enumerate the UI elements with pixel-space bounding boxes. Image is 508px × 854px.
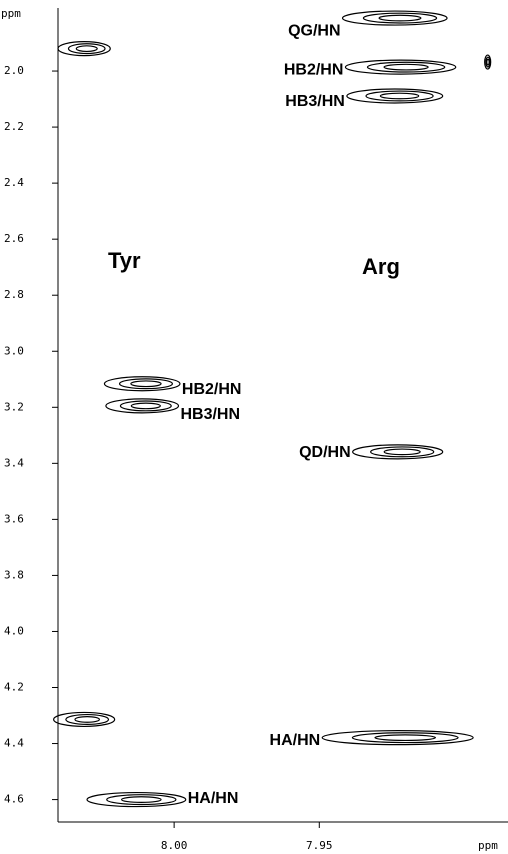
inner-contour [74, 716, 100, 723]
inner-contour [378, 14, 422, 22]
inner-contour [75, 45, 98, 53]
peak-contour [321, 730, 474, 746]
inner-contour [67, 43, 106, 55]
inner-contour [120, 796, 162, 803]
peak-label: HA/HN [270, 732, 321, 749]
peak-label: HB3/HN [285, 93, 345, 110]
y-tick-label: 2.8 [4, 288, 24, 301]
peak-contour [352, 444, 444, 460]
y-tick-label: 3.0 [4, 344, 24, 357]
y-tick-label: 4.0 [4, 624, 24, 637]
peak-label: HA/HN [188, 790, 239, 807]
inner-contour [119, 400, 172, 412]
peak-contour [341, 10, 448, 26]
inner-contour [383, 448, 421, 456]
inner-contour [379, 92, 420, 100]
inner-contour [486, 58, 490, 66]
inner-contour [383, 63, 429, 71]
peak-contour [53, 711, 116, 728]
y-tick-label: 2.0 [4, 64, 24, 77]
peak-contour [57, 41, 111, 57]
inner-contour [106, 794, 177, 806]
y-tick-label: 2.4 [4, 176, 24, 189]
peak-contour [103, 376, 181, 392]
residue-label: Tyr [108, 248, 141, 273]
peak-label: QG/HN [288, 22, 340, 39]
residue-label: Arg [362, 254, 400, 279]
peak-label: HB2/HN [182, 381, 242, 398]
inner-contour [362, 12, 438, 24]
inner-contour [118, 378, 173, 390]
inner-contour [366, 61, 446, 73]
inner-contour [365, 90, 434, 102]
y-axis-label: ppm [1, 7, 21, 20]
peak-contour [346, 88, 444, 104]
y-tick-label: 3.6 [4, 512, 24, 525]
y-tick-label: 2.6 [4, 232, 24, 245]
inner-contour [485, 56, 491, 68]
inner-contour [370, 446, 435, 458]
y-tick-label: 2.2 [4, 120, 24, 133]
inner-contour [374, 734, 437, 742]
y-tick-label: 3.8 [4, 568, 24, 581]
inner-contour [130, 380, 162, 388]
peak-contour [344, 59, 457, 75]
peak-contour [86, 791, 187, 808]
peak-contour [105, 398, 180, 414]
x-tick-label: 7.95 [306, 839, 333, 852]
x-axis-label: ppm [478, 839, 498, 852]
peak-label: QD/HN [299, 444, 351, 461]
y-tick-label: 4.4 [4, 737, 24, 750]
inner-contour [130, 402, 161, 410]
y-tick-label: 3.2 [4, 400, 24, 413]
peak-contour [484, 54, 492, 70]
y-tick-label: 3.4 [4, 456, 24, 469]
inner-contour [351, 732, 459, 744]
x-tick-label: 8.00 [161, 839, 188, 852]
y-tick-label: 4.2 [4, 681, 24, 694]
y-tick-label: 4.6 [4, 793, 24, 806]
inner-contour [65, 713, 110, 725]
peak-label: HB2/HN [284, 61, 344, 78]
peak-label: HB3/HN [180, 406, 240, 423]
